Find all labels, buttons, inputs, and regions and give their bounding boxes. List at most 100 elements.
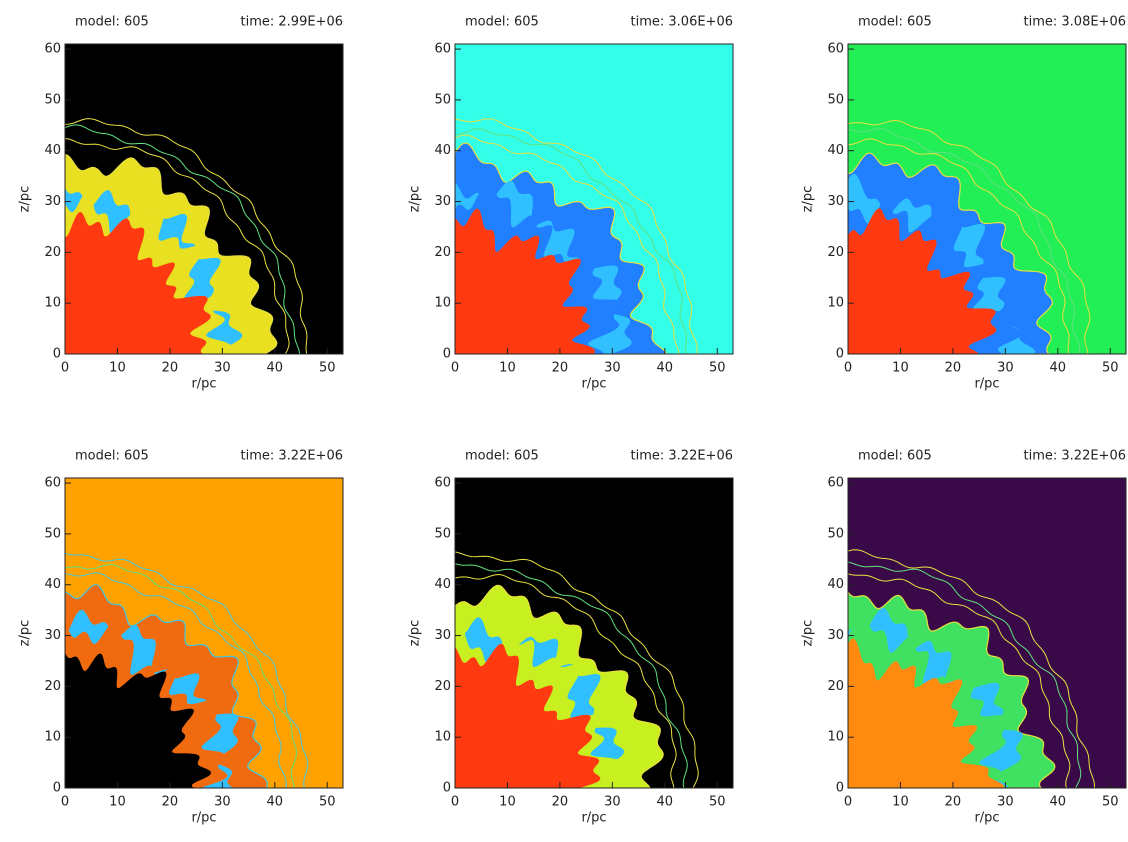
title-right: time: 3.22E+06 xyxy=(241,449,343,464)
x-tick-label: 0 xyxy=(61,361,69,376)
title-left: model: 605 xyxy=(465,449,539,464)
y-tick-label: 60 xyxy=(827,42,844,57)
simulation xyxy=(455,551,699,788)
y-tick-label: 60 xyxy=(44,476,61,491)
title-right: time: 2.99E+06 xyxy=(241,15,343,30)
y-tick-label: 0 xyxy=(53,347,61,362)
y-tick-label: 60 xyxy=(434,476,451,491)
panel: 0 10 20 30 40 50 0 10 20 30 40 50 60 r/pc z/pc model: 6… xyxy=(801,449,1127,826)
x-tick-label: 40 xyxy=(1050,361,1067,376)
y-tick-label: 40 xyxy=(827,143,844,158)
region xyxy=(65,211,211,354)
x-tick-label: 50 xyxy=(709,361,726,376)
x-tick-label: 20 xyxy=(552,361,569,376)
x-tick-label: 10 xyxy=(892,795,909,810)
y-tick-label: 10 xyxy=(434,730,451,745)
x-axis-label: r/pc xyxy=(974,811,999,826)
plot-frame xyxy=(454,477,734,789)
y-axis-label: z/pc xyxy=(801,620,816,647)
y-tick-label: 10 xyxy=(44,296,61,311)
y-tick-label: 30 xyxy=(44,628,61,643)
y-tick-label: 10 xyxy=(44,730,61,745)
y-tick-label: 10 xyxy=(827,730,844,745)
title-left: model: 605 xyxy=(858,449,932,464)
y-tick-label: 50 xyxy=(827,92,844,107)
y-tick-label: 20 xyxy=(827,679,844,694)
title-left: model: 605 xyxy=(858,15,932,30)
contour xyxy=(848,573,1071,788)
panel: 0 10 20 30 40 50 0 10 20 30 40 50 60 r/pc z/pc model: 6… xyxy=(801,15,1127,392)
x-tick-label: 50 xyxy=(709,795,726,810)
x-tick-label: 0 xyxy=(844,795,852,810)
x-tick-label: 40 xyxy=(657,361,674,376)
x-tick-label: 30 xyxy=(997,361,1014,376)
x-tick-label: 40 xyxy=(1050,795,1067,810)
region xyxy=(65,652,212,788)
y-tick-label: 20 xyxy=(44,245,61,260)
y-axis-label: z/pc xyxy=(408,620,423,647)
contour xyxy=(455,563,688,788)
region xyxy=(848,208,997,354)
y-tick-label: 30 xyxy=(44,194,61,209)
region xyxy=(455,208,595,354)
contour xyxy=(65,118,308,354)
x-axis-label: r/pc xyxy=(581,811,606,826)
y-tick-label: 0 xyxy=(53,781,61,796)
y-tick-label: 60 xyxy=(44,42,61,57)
y-tick-label: 50 xyxy=(44,92,61,107)
y-tick-label: 60 xyxy=(827,476,844,491)
y-tick-label: 50 xyxy=(827,526,844,541)
y-tick-label: 30 xyxy=(434,628,451,643)
x-tick-label: 30 xyxy=(214,795,231,810)
x-tick-label: 50 xyxy=(1102,361,1119,376)
x-tick-label: 30 xyxy=(997,795,1014,810)
contour xyxy=(65,138,290,354)
y-tick-label: 40 xyxy=(827,577,844,592)
y-tick-label: 10 xyxy=(434,296,451,311)
y-axis-label: z/pc xyxy=(801,186,816,213)
title-left: model: 605 xyxy=(75,15,149,30)
y-tick-label: 20 xyxy=(434,245,451,260)
x-tick-label: 30 xyxy=(604,795,621,810)
contour xyxy=(848,549,1095,788)
x-tick-label: 30 xyxy=(214,361,231,376)
x-tick-label: 10 xyxy=(109,361,126,376)
x-tick-label: 40 xyxy=(657,795,674,810)
plot-frame xyxy=(64,43,344,355)
contour xyxy=(455,128,688,354)
x-tick-label: 20 xyxy=(162,361,179,376)
y-tick-label: 30 xyxy=(827,628,844,643)
contour xyxy=(455,573,677,788)
x-axis-label: r/pc xyxy=(191,811,216,826)
y-tick-label: 0 xyxy=(836,781,844,796)
x-tick-label: 0 xyxy=(61,795,69,810)
y-tick-label: 50 xyxy=(434,92,451,107)
simulation xyxy=(848,549,1095,788)
contour xyxy=(848,128,1081,354)
title-left: model: 605 xyxy=(75,449,149,464)
y-tick-label: 40 xyxy=(44,577,61,592)
plot-frame xyxy=(454,43,734,355)
y-tick-label: 0 xyxy=(443,347,451,362)
y-tick-label: 20 xyxy=(44,679,61,694)
panel: 0 10 20 30 40 50 0 10 20 30 40 50 60 r/pc z/pc model: 6… xyxy=(408,449,734,826)
plot-frame xyxy=(847,477,1127,789)
panel: 0 10 20 30 40 50 0 10 20 30 40 50 60 r/pc z/pc model: 6… xyxy=(18,15,344,392)
y-tick-label: 30 xyxy=(434,194,451,209)
x-tick-label: 0 xyxy=(844,361,852,376)
simulation xyxy=(848,119,1091,354)
simulation xyxy=(65,118,308,354)
panel: 0 10 20 30 40 50 0 10 20 30 40 50 60 r/pc z/pc model: 6… xyxy=(408,15,734,392)
y-tick-label: 40 xyxy=(434,143,451,158)
contour xyxy=(65,124,301,354)
x-tick-label: 10 xyxy=(109,795,126,810)
title-right: time: 3.22E+06 xyxy=(631,449,733,464)
y-tick-label: 30 xyxy=(827,194,844,209)
y-tick-label: 50 xyxy=(434,526,451,541)
contour xyxy=(455,551,699,788)
plot-frame xyxy=(847,43,1127,355)
y-axis-label: z/pc xyxy=(18,186,33,213)
x-tick-label: 10 xyxy=(499,795,516,810)
y-tick-label: 0 xyxy=(443,781,451,796)
y-axis-label: z/pc xyxy=(18,620,33,647)
